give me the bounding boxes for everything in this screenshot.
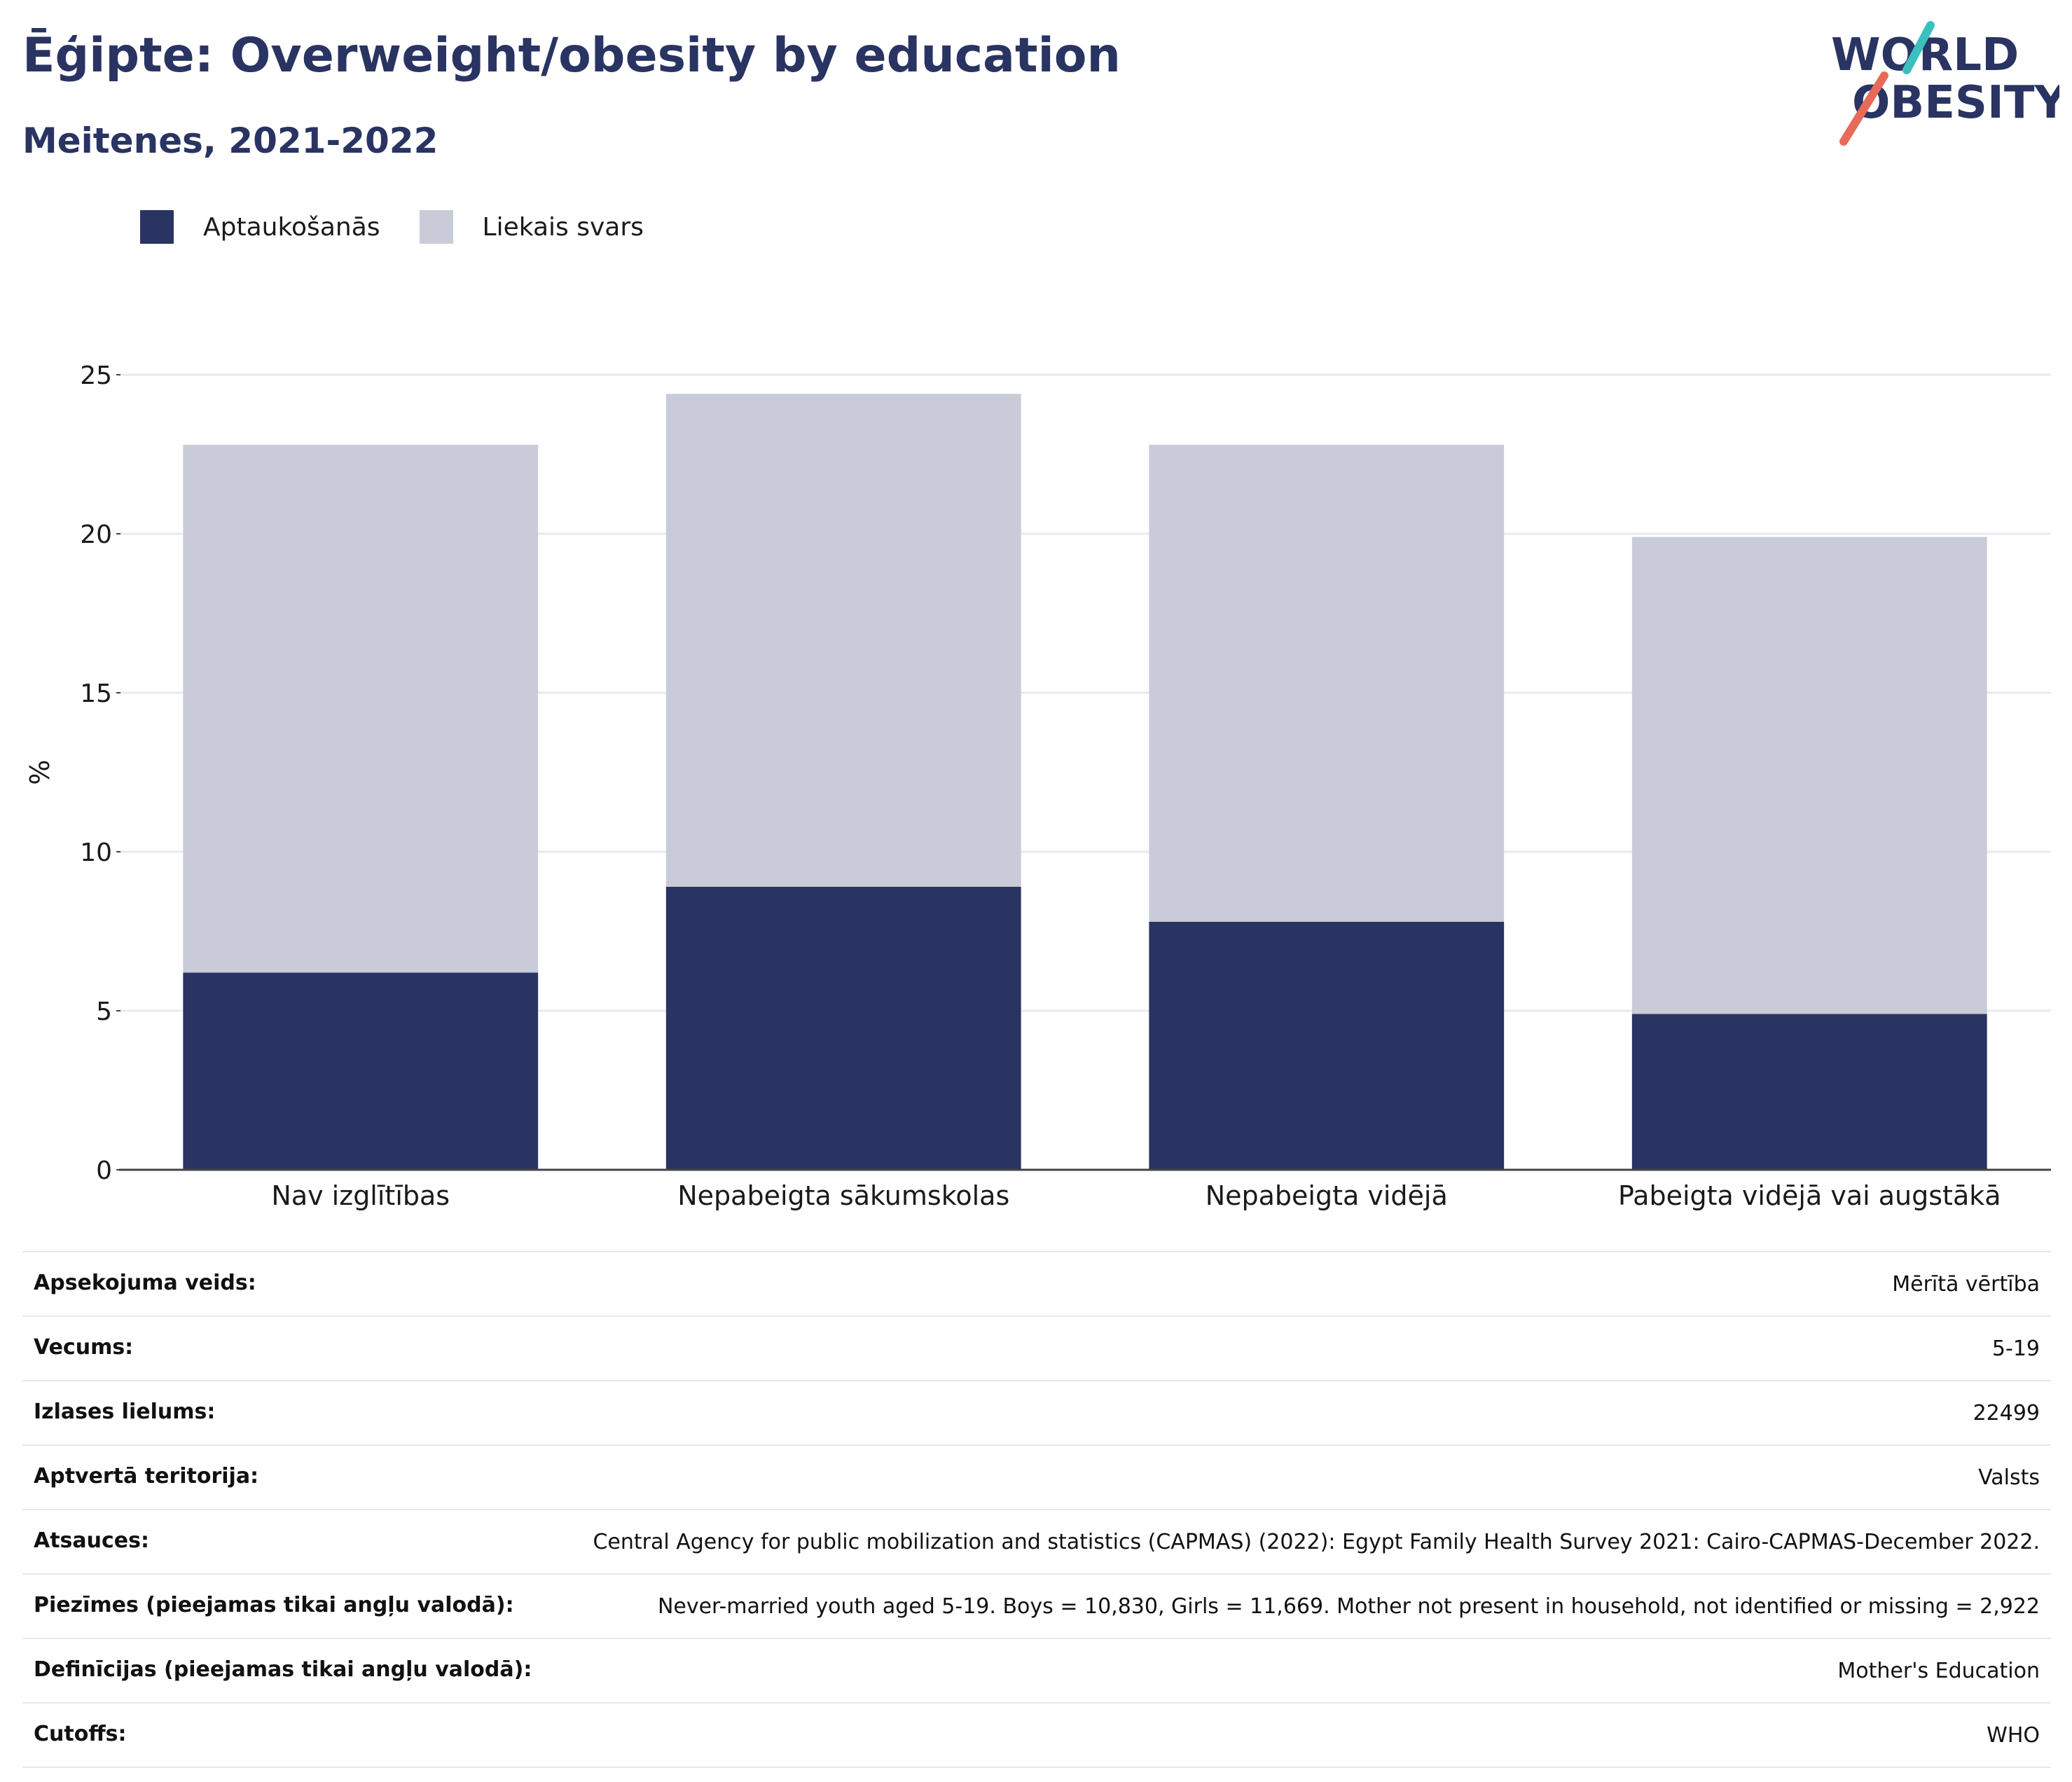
info-value: Mērītā vērtība bbox=[1892, 1272, 2040, 1297]
x-tick-label-3: Pabeigta vidējā vai augstākā bbox=[1618, 1180, 2001, 1211]
bar-overweight-1 bbox=[665, 394, 1021, 887]
legend-item-obesity[interactable]: Aptaukošanās bbox=[140, 210, 380, 244]
y-tick-label-15: 15 bbox=[80, 679, 112, 708]
bar-obesity-0 bbox=[183, 972, 539, 1170]
info-value: Mother's Education bbox=[1837, 1659, 2040, 1683]
info-row: Aptvertā teritorija: Valsts bbox=[22, 1446, 2051, 1510]
info-value: Central Agency for public mobilization a… bbox=[593, 1530, 2040, 1554]
stacked-bar-chart: 0 5 10 15 20 25% Nav izglītības Nepabeigta sāku… bbox=[25, 361, 2051, 1211]
y-tick-label-25: 25 bbox=[80, 361, 112, 390]
info-label: Atsauces: bbox=[34, 1528, 149, 1553]
info-label: Apsekojuma veids: bbox=[34, 1271, 256, 1295]
info-value: 22499 bbox=[1973, 1401, 2040, 1425]
info-row: Vecums: 5-19 bbox=[22, 1317, 2051, 1381]
info-label: Aptvertā teritorija: bbox=[34, 1464, 259, 1489]
info-row: Apsekojuma veids: Mērītā vērtība bbox=[22, 1252, 2051, 1317]
info-row: Definīcijas (pieejamas tikai angļu valod… bbox=[22, 1639, 2051, 1704]
logo-slash-teal bbox=[1902, 21, 1935, 74]
info-value: WHO bbox=[1987, 1723, 2040, 1748]
y-tick-label-10: 10 bbox=[80, 838, 112, 867]
page-title: Ēģipte: Overweight/obesity by education bbox=[22, 28, 1121, 83]
y-tick-label-20: 20 bbox=[80, 520, 112, 549]
y-tick-label-0: 0 bbox=[96, 1156, 112, 1185]
x-tick-label-2: Nepabeigta vidējā bbox=[1206, 1180, 1448, 1211]
bar-obesity-3 bbox=[1631, 1014, 1987, 1170]
metadata-table: Apsekojuma veids: Mērītā vērtība Vecums: 5-… bbox=[22, 1251, 2051, 1768]
page-subtitle: Meitenes, 2021-2022 bbox=[22, 120, 438, 161]
world-obesity-logo: WORLD OBESITY bbox=[1831, 21, 2059, 146]
legend-swatch-overweight bbox=[419, 210, 453, 244]
bar-obesity-2 bbox=[1149, 921, 1505, 1170]
info-label: Izlases lielums: bbox=[34, 1400, 216, 1424]
y-tick-label-5: 5 bbox=[96, 997, 112, 1026]
x-tick-label-1: Nepabeigta sākumskolas bbox=[677, 1180, 1009, 1211]
info-label: Piezīmes (pieejamas tikai angļu valodā): bbox=[34, 1593, 514, 1617]
info-value: 5-19 bbox=[1991, 1336, 2040, 1361]
axis-layer: 0 5 10 15 20 25% Nav izglītības Nepabeigta sāku… bbox=[25, 361, 2051, 1211]
chart-legend: Aptaukošanās Liekais svars bbox=[140, 209, 683, 245]
legend-item-overweight[interactable]: Liekais svars bbox=[419, 210, 644, 244]
y-axis-label: % bbox=[25, 759, 55, 785]
bar-overweight-2 bbox=[1149, 444, 1505, 922]
info-value: Never-married youth aged 5-19. Boys = 10… bbox=[657, 1594, 2040, 1619]
legend-label-overweight: Liekais svars bbox=[482, 212, 644, 242]
x-tick-label-0: Nav izglītības bbox=[271, 1180, 450, 1211]
info-row: Piezīmes (pieejamas tikai angļu valodā):… bbox=[22, 1575, 2051, 1639]
info-row: Atsauces: Central Agency for public mobil… bbox=[22, 1510, 2051, 1575]
info-label: Definīcijas (pieejamas tikai angļu valod… bbox=[34, 1657, 532, 1682]
bars-layer bbox=[183, 394, 1987, 1170]
bar-overweight-3 bbox=[1631, 537, 1987, 1014]
info-row: Izlases lielums: 22499 bbox=[22, 1381, 2051, 1446]
bar-obesity-1 bbox=[665, 886, 1021, 1170]
info-label: Cutoffs: bbox=[34, 1722, 127, 1746]
bar-overweight-0 bbox=[183, 444, 539, 973]
legend-label-obesity: Aptaukošanās bbox=[203, 212, 380, 242]
logo-line-2: OBESITY bbox=[1852, 77, 2059, 129]
info-value: Valsts bbox=[1978, 1465, 2040, 1490]
info-label: Vecums: bbox=[34, 1335, 134, 1360]
info-row: Cutoffs: WHO bbox=[22, 1704, 2051, 1768]
logo-slash-coral bbox=[1839, 71, 1888, 146]
legend-swatch-obesity bbox=[140, 210, 174, 244]
